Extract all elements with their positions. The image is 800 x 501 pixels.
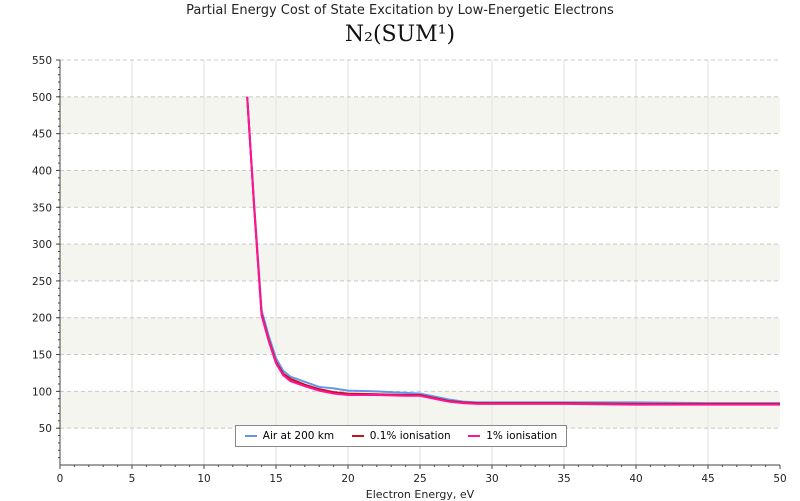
y-tick-label: 100 (32, 386, 52, 398)
legend-label: Air at 200 km (262, 430, 335, 442)
x-tick-label: 45 (701, 473, 714, 485)
legend-item: 1% ionisation (468, 430, 557, 442)
chart-subtitle: N₂(SUM¹) (344, 22, 456, 47)
y-tick-label: 450 (32, 129, 52, 141)
x-tick-label: 10 (197, 473, 210, 485)
legend-swatch (468, 435, 481, 437)
legend-label: 1% ionisation (486, 430, 558, 442)
y-tick-label: 300 (32, 239, 52, 251)
x-tick-label: 30 (485, 473, 498, 485)
x-tick-label: 50 (773, 473, 786, 485)
y-tick-label: 200 (32, 313, 52, 325)
legend: Air at 200 km 0.1% ionisation 1% ionisatio… (235, 425, 567, 447)
y-tick-label: 50 (39, 423, 52, 435)
y-tick-label: 550 (32, 55, 52, 67)
y-tick-label: 250 (32, 276, 52, 288)
x-axis-label: Electron Energy, eV (365, 488, 475, 501)
x-tick-label: 5 (129, 473, 136, 485)
y-tick-label: 350 (32, 202, 52, 214)
legend-label: 0.1% ionisation (369, 430, 451, 442)
y-tick-label: 500 (32, 92, 52, 104)
legend-swatch (351, 435, 364, 437)
y-tick-label: 150 (32, 350, 52, 362)
x-tick-label: 0 (57, 473, 64, 485)
x-tick-label: 25 (413, 473, 426, 485)
chart-title: Partial Energy Cost of State Excitation … (186, 3, 614, 18)
x-tick-label: 15 (269, 473, 282, 485)
x-tick-label: 40 (629, 473, 642, 485)
series-line-2 (246, 96, 780, 406)
x-tick-label: 35 (557, 473, 570, 485)
legend-item: Air at 200 km (244, 430, 335, 442)
legend-item: 0.1% ionisation (351, 430, 451, 442)
legend-swatch (244, 435, 257, 437)
x-tick-label: 20 (341, 473, 354, 485)
y-tick-label: 400 (32, 165, 52, 177)
